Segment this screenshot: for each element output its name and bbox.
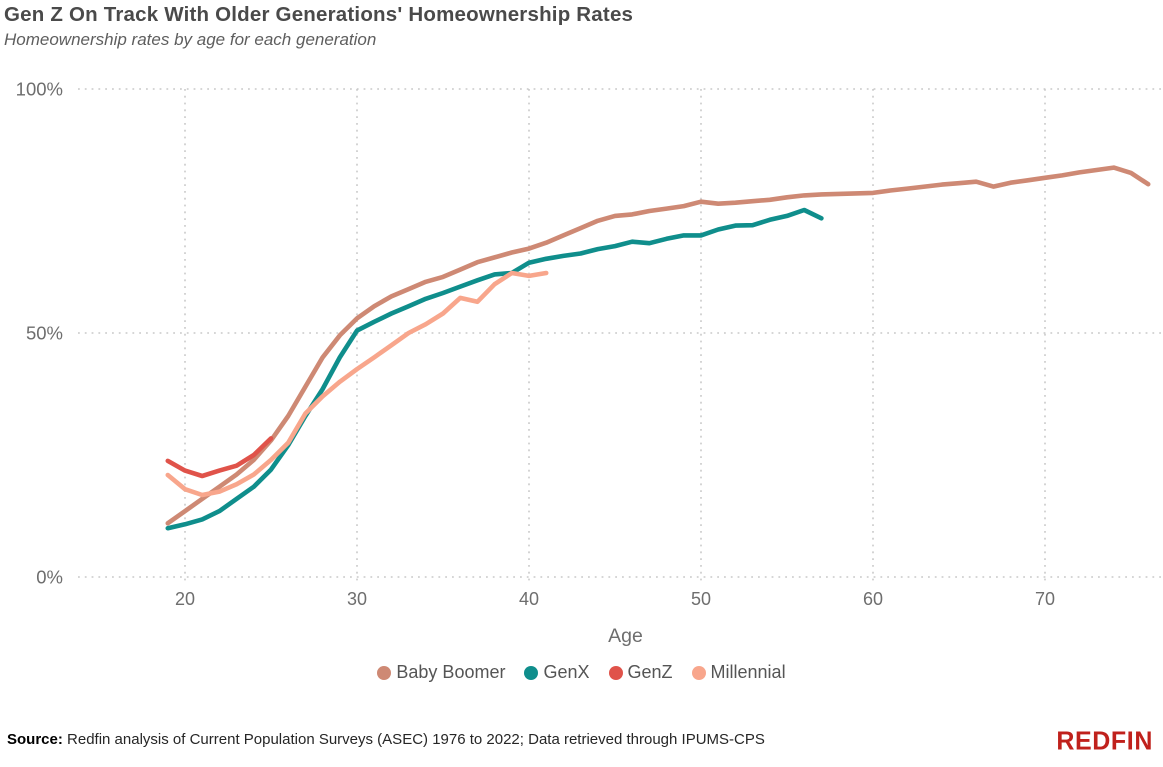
- chart-subtitle: Homeownership rates by age for each gene…: [4, 30, 377, 49]
- y-tick-label: 0%: [36, 567, 63, 588]
- y-tick-label: 100%: [16, 79, 63, 100]
- x-tick-label: 50: [691, 589, 711, 609]
- legend-label: Baby Boomer: [396, 662, 506, 682]
- legend-swatch-icon: [691, 665, 706, 680]
- x-tick-label: 20: [175, 589, 195, 609]
- source-text: Redfin analysis of Current Population Su…: [62, 731, 765, 748]
- chart-title: Gen Z On Track With Older Generations' H…: [4, 3, 634, 26]
- legend-item-genz: GenZ: [608, 662, 673, 683]
- legend-label: GenZ: [627, 662, 673, 682]
- x-tick-label: 30: [347, 589, 367, 609]
- legend-label: Millennial: [710, 662, 786, 682]
- source-note: Source: Redfin analysis of Current Popul…: [7, 731, 765, 748]
- legend-item-baby-boomer: Baby Boomer: [377, 662, 505, 683]
- y-tick-label: 50%: [26, 323, 63, 344]
- source-label: Source:: [7, 731, 63, 748]
- legend-label: GenX: [543, 662, 590, 682]
- legend-item-genx: GenX: [524, 662, 590, 683]
- x-tick-label: 60: [863, 589, 883, 609]
- legend-swatch-icon: [608, 665, 623, 680]
- chart-legend: Baby Boomer GenX GenZ Millennial: [0, 662, 1163, 683]
- series-line-baby-boomer: [165, 165, 1151, 526]
- legend-item-millennial: Millennial: [691, 662, 786, 683]
- legend-swatch-icon: [524, 665, 539, 680]
- x-tick-label: 70: [1035, 589, 1055, 609]
- legend-swatch-icon: [377, 665, 392, 680]
- series-line-millennial: [165, 270, 549, 498]
- series-line-genx: [165, 207, 824, 531]
- redfin-logo: REDFIN: [1056, 726, 1153, 756]
- x-tick-label: 40: [519, 589, 539, 609]
- x-axis-title: Age: [608, 625, 643, 647]
- series-line-genz: [165, 436, 274, 479]
